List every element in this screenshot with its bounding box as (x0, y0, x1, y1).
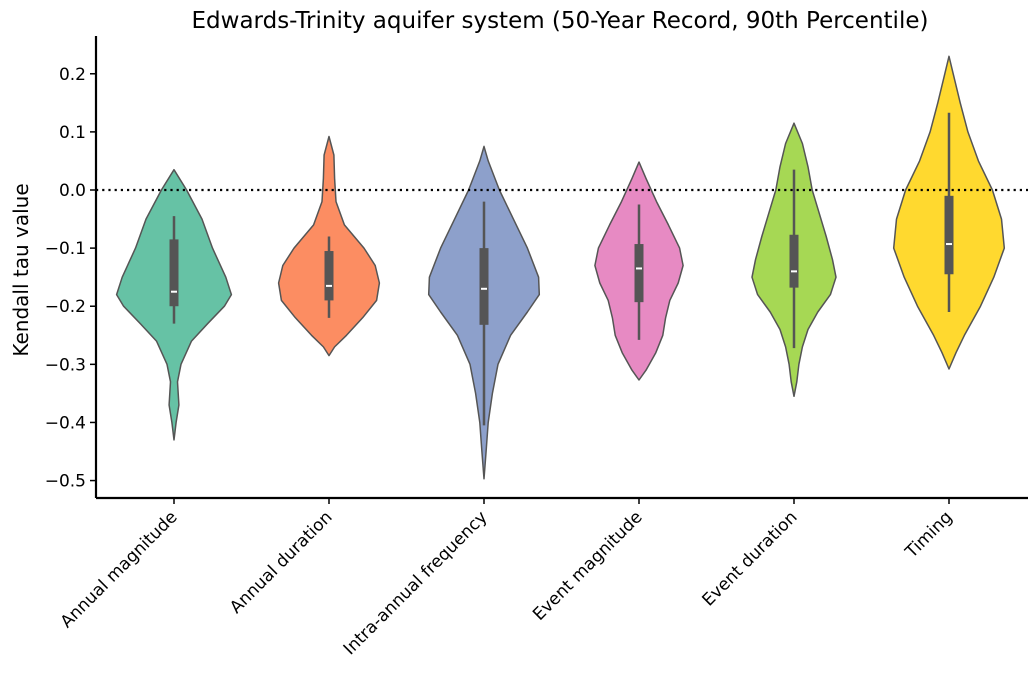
y-tick-label: −0.2 (45, 297, 86, 317)
x-tick-label: Event magnitude (529, 507, 646, 624)
x-ticks: Annual magnitude Annual duration Intra-ann… (57, 498, 957, 659)
y-tick-label: −0.5 (45, 472, 86, 492)
y-tick-label: −0.3 (45, 355, 86, 375)
x-tick-label: Annual magnitude (57, 507, 182, 632)
y-tick-label: −0.1 (45, 239, 86, 259)
y-axis-label: Kendall tau value (9, 183, 33, 356)
violin-iqr-box (634, 244, 644, 303)
box-group (169, 112, 954, 426)
x-tick-label: Event duration (699, 507, 802, 610)
y-tick-label: 0.1 (59, 123, 86, 143)
violin-iqr-box (324, 251, 334, 301)
chart-title: Edwards-Trinity aquifer system (50-Year … (192, 8, 929, 34)
y-tick-label: 0.2 (59, 65, 86, 85)
x-tick-label: Timing (901, 507, 956, 562)
violin-group (115, 55, 1006, 480)
y-tick-label: 0.0 (59, 181, 86, 201)
violin-iqr-box (789, 234, 799, 288)
violin-iqr-box (479, 248, 489, 325)
x-tick-label: Annual duration (226, 507, 336, 617)
y-ticks: 0.2 0.1 0.0 −0.1 −0.2 −0.3 −0.4 −0.5 (45, 65, 96, 492)
violin-iqr-box (169, 239, 179, 307)
violin-iqr-box (944, 195, 954, 275)
y-tick-label: −0.4 (45, 413, 86, 433)
x-tick-label: Intra-annual frequency (340, 507, 492, 659)
